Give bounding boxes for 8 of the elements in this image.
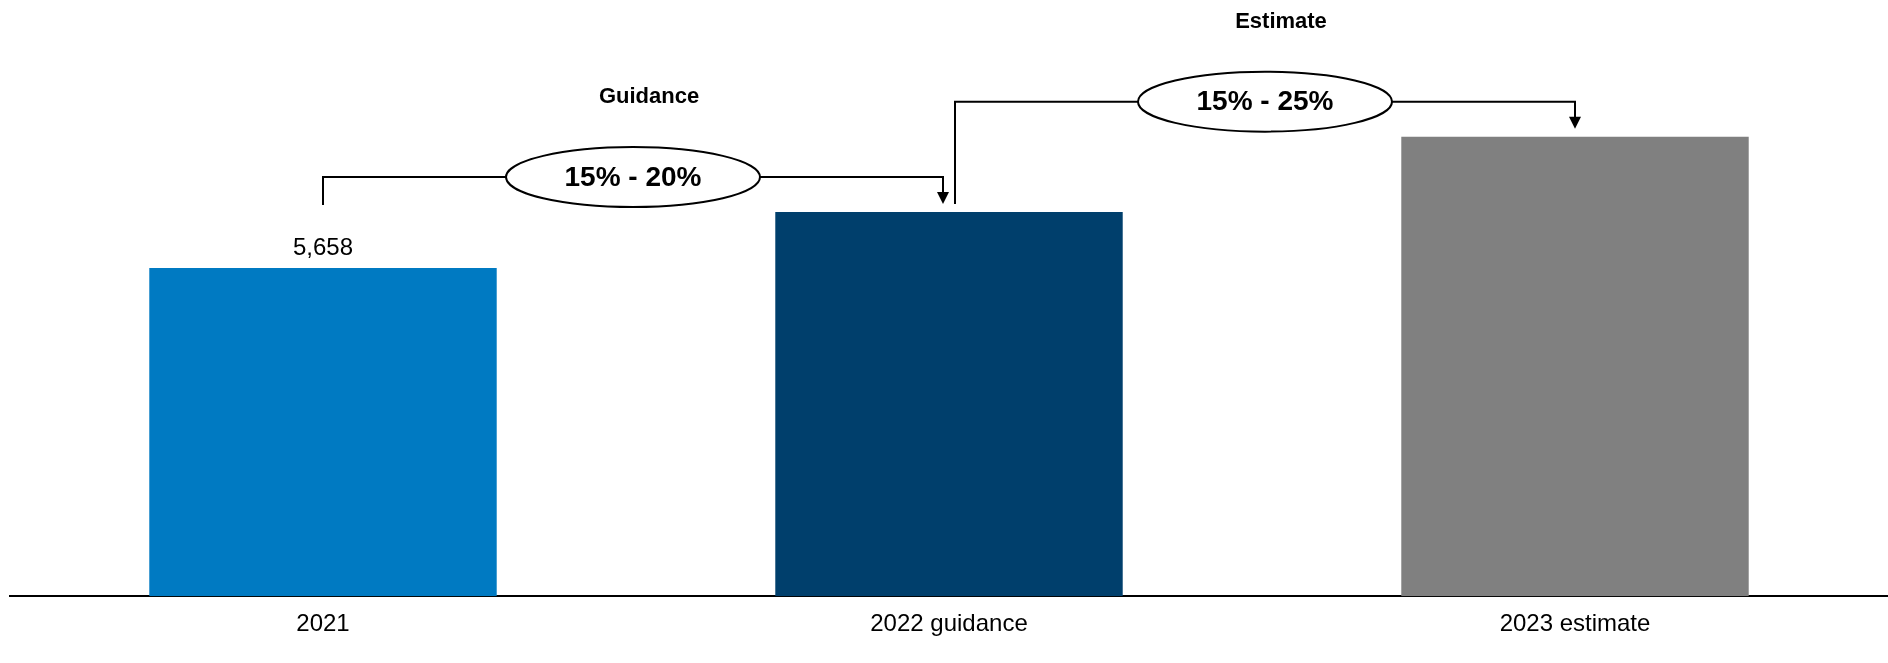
text: Guidance (598, 83, 700, 109)
x-tick-label: 2021 (296, 609, 350, 637)
text: Estimate (1235, 7, 1327, 33)
x-tick-label: 2023 estimate (1499, 609, 1651, 637)
text: 15% - 25% (1196, 85, 1334, 117)
data-label: 5,658 (292, 232, 354, 260)
annotation: 15% - 20% (564, 160, 702, 192)
x-tick-label: 2022 guidance (870, 609, 1028, 637)
